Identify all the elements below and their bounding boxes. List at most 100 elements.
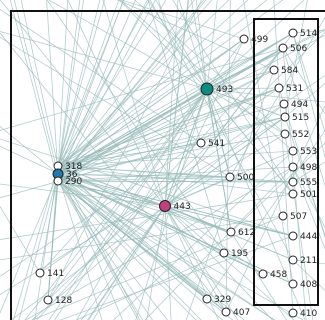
graph-node-506[interactable]: 506 — [278, 43, 307, 54]
edge-line — [243, 0, 294, 285]
graph-node-128[interactable]: 128 — [43, 295, 72, 306]
node-marker[interactable] — [258, 269, 268, 279]
node-label: 318 — [65, 162, 82, 172]
graph-node-290[interactable]: 290 — [53, 176, 82, 187]
node-marker[interactable] — [288, 189, 298, 199]
node-marker[interactable] — [53, 176, 63, 186]
graph-node-584[interactable]: 584 — [269, 65, 298, 76]
edge-line — [164, 88, 208, 207]
node-marker[interactable] — [221, 307, 231, 317]
node-label: 494 — [291, 100, 308, 110]
edge-line — [57, 0, 207, 182]
graph-node-195[interactable]: 195 — [219, 248, 248, 259]
graph-node-458[interactable]: 458 — [258, 269, 287, 280]
edge-line — [0, 215, 284, 261]
node-marker[interactable] — [239, 34, 249, 44]
edge-line — [57, 0, 120, 167]
graph-node-501[interactable]: 501 — [288, 189, 317, 200]
edge-line — [57, 69, 275, 182]
graph-node-410[interactable]: 410 — [288, 308, 317, 319]
node-marker[interactable] — [274, 83, 284, 93]
node-marker[interactable] — [288, 28, 298, 38]
graph-node-499[interactable]: 499 — [239, 34, 268, 45]
graph-node-612[interactable]: 612 — [226, 227, 255, 238]
graph-node-515[interactable]: 515 — [280, 112, 309, 123]
edge-line — [9, 0, 59, 182]
edge-line — [57, 180, 197, 320]
graph-node-498[interactable]: 498 — [288, 162, 317, 173]
graph-node-552[interactable]: 552 — [280, 129, 309, 140]
node-marker[interactable] — [280, 112, 290, 122]
node-marker[interactable] — [288, 162, 298, 172]
node-marker[interactable] — [288, 146, 298, 156]
node-marker[interactable] — [279, 99, 289, 109]
edge-line — [292, 166, 325, 250]
node-marker[interactable] — [159, 200, 171, 212]
graph-node-555[interactable]: 555 — [288, 177, 317, 188]
node-label: 195 — [231, 249, 248, 259]
node-marker[interactable] — [202, 294, 212, 304]
edge-line — [206, 88, 231, 178]
graph-node-493[interactable]: 493 — [200, 82, 233, 96]
edge-line — [164, 205, 273, 320]
node-marker[interactable] — [196, 138, 206, 148]
node-marker[interactable] — [280, 129, 290, 139]
graph-node-141[interactable]: 141 — [35, 268, 64, 279]
graph-node-553[interactable]: 553 — [288, 146, 317, 157]
graph-node-541[interactable]: 541 — [196, 138, 225, 149]
node-marker[interactable] — [288, 255, 298, 265]
edge-line — [206, 28, 325, 90]
edge-line — [57, 0, 136, 182]
edge-line — [57, 173, 276, 320]
graph-node-531[interactable]: 531 — [274, 83, 303, 94]
edge-line — [0, 183, 166, 207]
edge-line — [0, 173, 59, 314]
edge-line — [292, 29, 325, 34]
edge-line — [57, 180, 168, 320]
edge-line — [0, 116, 286, 296]
edge-line — [57, 0, 81, 175]
node-label: 515 — [292, 113, 309, 123]
node-marker[interactable] — [288, 279, 298, 289]
node-marker[interactable] — [219, 248, 229, 258]
node-marker[interactable] — [200, 82, 214, 96]
node-marker[interactable] — [288, 308, 298, 318]
graph-node-211[interactable]: 211 — [288, 255, 317, 266]
edge-line — [57, 87, 280, 182]
node-marker[interactable] — [288, 231, 298, 241]
edge-line — [76, 88, 208, 320]
graph-node-36[interactable]: 36 — [52, 168, 78, 180]
edge-line — [113, 150, 294, 320]
node-marker[interactable] — [226, 227, 236, 237]
node-marker[interactable] — [225, 172, 235, 182]
edge-line — [206, 88, 294, 195]
cluster-box — [253, 18, 319, 306]
graph-node-407[interactable]: 407 — [221, 307, 250, 318]
node-label: 141 — [47, 269, 64, 279]
edge-line — [164, 205, 172, 320]
node-marker[interactable] — [35, 268, 45, 278]
edge-line — [0, 193, 294, 240]
edge-line — [18, 173, 59, 320]
edge-line — [57, 0, 195, 175]
edge-line — [0, 145, 294, 285]
edge-line — [20, 0, 59, 167]
node-marker[interactable] — [278, 211, 288, 221]
graph-node-443[interactable]: 443 — [159, 200, 191, 213]
graph-node-494[interactable]: 494 — [279, 99, 308, 110]
node-label: 329 — [214, 295, 231, 305]
graph-node-507[interactable]: 507 — [278, 211, 307, 222]
edge-line — [292, 166, 325, 229]
graph-node-329[interactable]: 329 — [202, 294, 231, 305]
node-marker[interactable] — [43, 295, 53, 305]
graph-node-408[interactable]: 408 — [288, 279, 317, 290]
graph-node-500[interactable]: 500 — [225, 172, 254, 183]
graph-node-514[interactable]: 514 — [288, 28, 317, 39]
node-marker[interactable] — [278, 43, 288, 53]
node-marker[interactable] — [288, 177, 298, 187]
edge-line — [120, 0, 245, 40]
edge-line — [117, 0, 275, 71]
graph-node-444[interactable]: 444 — [288, 231, 317, 242]
node-marker[interactable] — [269, 65, 279, 75]
edge-line — [25, 166, 294, 320]
